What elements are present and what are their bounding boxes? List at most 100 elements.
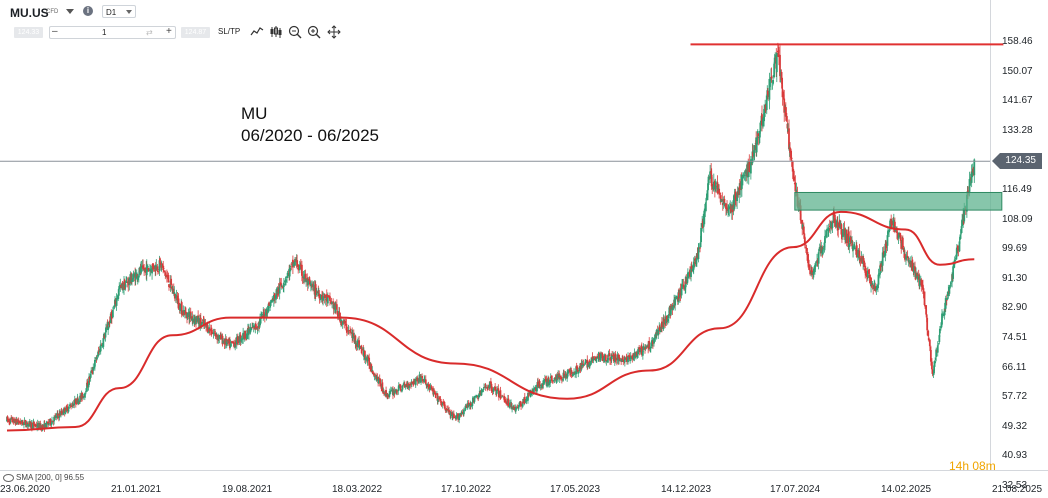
candle-body	[790, 150, 793, 158]
candle-body	[853, 247, 856, 249]
candle-body	[482, 389, 485, 390]
candle-body	[403, 384, 406, 388]
candle-body	[512, 407, 515, 409]
candle-body	[653, 338, 655, 344]
candle-body	[607, 357, 609, 363]
candle-body	[510, 403, 513, 409]
candle-body	[321, 294, 323, 299]
candle-body	[196, 316, 198, 320]
candle-body	[907, 258, 910, 261]
candle-body	[89, 373, 92, 378]
candle-body	[386, 393, 389, 397]
candle-body	[172, 288, 175, 294]
candle-body	[724, 203, 726, 205]
candle-body	[788, 128, 790, 150]
candle-body	[298, 264, 301, 271]
candle-body	[845, 229, 848, 244]
candle-body	[757, 133, 760, 137]
current-price-badge: 124.35	[992, 153, 1042, 169]
candle-body	[773, 57, 776, 64]
buy-price-button[interactable]: 124.87	[181, 27, 210, 38]
candle-body	[832, 212, 835, 223]
candle-body	[77, 400, 80, 404]
increase-volume-button[interactable]: +	[166, 26, 172, 37]
price-axis-tick: 66.11	[1002, 361, 1027, 373]
candle-body	[701, 221, 704, 228]
timeframe-select[interactable]: D1	[102, 5, 136, 18]
candle-body	[377, 378, 380, 384]
candle-body	[134, 273, 137, 280]
line-chart-icon[interactable]	[250, 25, 264, 39]
candle-body	[595, 358, 598, 362]
candle-body	[137, 275, 140, 278]
candle-body	[506, 403, 509, 405]
candle-body	[595, 356, 598, 359]
volume-input[interactable]: 1	[102, 28, 107, 37]
candle-body	[590, 357, 593, 362]
support-zone[interactable]	[794, 191, 1003, 211]
candle-body	[447, 409, 449, 411]
candle-body	[156, 266, 159, 270]
eye-icon[interactable]	[3, 473, 14, 482]
candle-body	[716, 182, 719, 194]
candle-body	[103, 335, 106, 338]
candle-body	[738, 187, 741, 195]
candle-body	[586, 365, 589, 367]
candle-body	[216, 335, 219, 340]
candle-body	[707, 183, 709, 191]
sltp-button[interactable]: SL/TP	[218, 27, 241, 36]
candle-body	[422, 380, 425, 382]
candle-body	[803, 236, 806, 238]
symbol-dropdown-icon[interactable]	[66, 9, 74, 14]
swap-icon[interactable]: ⇄	[146, 28, 153, 37]
sell-price-button[interactable]: 124.33	[14, 27, 43, 38]
indicator-legend[interactable]: SMA [200, 0] 96.55	[3, 473, 84, 482]
candle-body	[805, 247, 808, 252]
candle-body	[65, 406, 68, 412]
candle-body	[896, 233, 899, 239]
candle-body	[616, 354, 619, 361]
price-axis-tick: 133.28	[1002, 124, 1033, 136]
info-icon[interactable]: i	[83, 6, 93, 16]
candles-icon[interactable]	[269, 25, 283, 39]
volume-stepper[interactable]: – 1 ⇄ +	[49, 26, 176, 39]
candle-body	[574, 373, 576, 375]
price-axis-tick: 57.72	[1002, 391, 1028, 403]
symbol-name[interactable]: MU.US	[10, 6, 49, 20]
candle-body	[942, 314, 945, 316]
candle-body	[704, 202, 707, 212]
candle-body	[302, 276, 305, 279]
zoom-in-icon[interactable]	[307, 25, 321, 39]
candle-body	[734, 191, 737, 200]
candle-body	[93, 366, 96, 369]
chart-title-symbol: MU	[241, 104, 268, 123]
candle-body	[71, 406, 74, 407]
candle-body	[259, 318, 261, 326]
candle-body	[877, 284, 879, 288]
candle-body	[820, 245, 823, 254]
crosshair-icon[interactable]	[327, 25, 341, 39]
candle-body	[623, 359, 626, 363]
candle-body	[425, 384, 428, 386]
candle-body	[897, 235, 900, 239]
candle-body	[621, 358, 624, 363]
price-axis-tick: 108.09	[1002, 213, 1033, 225]
candle-body	[944, 298, 947, 309]
candle-body	[180, 302, 183, 315]
zoom-out-icon[interactable]	[288, 25, 302, 39]
candle-body	[970, 172, 973, 183]
candle-body	[269, 301, 272, 306]
candle-body	[467, 402, 470, 407]
candle-body	[755, 138, 758, 153]
candle-body	[603, 354, 606, 358]
candle-body	[486, 387, 489, 389]
candle-body	[642, 345, 645, 350]
candle-body	[627, 355, 630, 357]
candle-body	[355, 343, 357, 345]
candle-body	[207, 332, 210, 334]
candle-body	[368, 357, 371, 366]
candle-body	[825, 230, 828, 237]
decrease-volume-button[interactable]: –	[52, 26, 58, 37]
candle-body	[116, 298, 119, 300]
